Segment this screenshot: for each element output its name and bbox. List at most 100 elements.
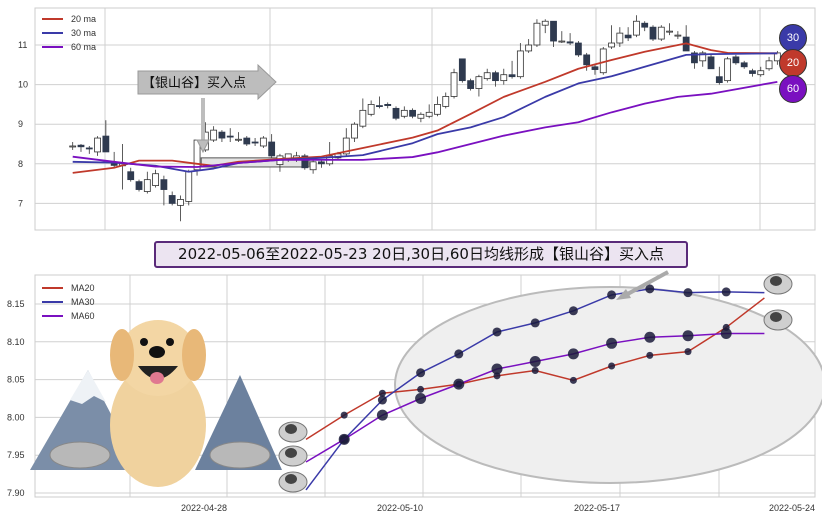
candle <box>351 123 358 139</box>
y-tick-label: 7 <box>18 198 23 208</box>
candle <box>251 141 259 144</box>
candle <box>483 72 491 80</box>
candle <box>135 181 143 190</box>
candle <box>235 138 242 141</box>
candle <box>110 163 118 166</box>
candle <box>583 54 591 66</box>
candle <box>715 76 723 84</box>
data-point-ma60 <box>491 363 503 375</box>
candle <box>243 137 251 145</box>
x-tick-label: 2022-05-10 <box>377 503 423 513</box>
candle <box>143 179 151 192</box>
candle <box>309 161 317 171</box>
ma-line-30-ma <box>72 52 778 173</box>
candle <box>558 40 566 43</box>
data-point-ma30 <box>568 306 578 316</box>
y-tick-label: 8.05 <box>7 375 25 385</box>
legend-label: MA20 <box>71 283 95 293</box>
data-point-ma30 <box>721 287 731 297</box>
candle <box>425 111 433 117</box>
candle <box>409 109 416 117</box>
data-point-ma60 <box>453 378 465 390</box>
candle <box>641 22 649 28</box>
candle <box>168 195 176 204</box>
candle <box>500 74 508 82</box>
callout-text: 【银山谷】买入点 <box>142 76 246 91</box>
data-point-ma60 <box>644 331 656 343</box>
data-point-ma20 <box>417 385 425 393</box>
data-point-ma20 <box>340 411 348 419</box>
pointer-arrow-shaft <box>623 270 669 298</box>
data-point-ma60 <box>376 409 388 421</box>
candle <box>94 137 101 153</box>
candle <box>102 135 110 153</box>
candle <box>765 60 773 70</box>
y-tick-label: 7.90 <box>7 488 25 498</box>
candle <box>69 145 77 148</box>
candle <box>301 155 309 169</box>
silver-ingot-icon <box>209 441 271 469</box>
data-point-ma30 <box>645 284 655 294</box>
candle <box>508 74 516 78</box>
candle <box>450 72 458 97</box>
mountain-icon <box>30 370 140 470</box>
candle <box>616 32 624 44</box>
candle <box>566 41 574 44</box>
data-point-ma30 <box>416 368 426 378</box>
data-point-ma60 <box>606 337 618 349</box>
x-tick-label: 2022-05-17 <box>574 503 620 513</box>
candle <box>384 104 392 106</box>
candle <box>458 58 466 82</box>
silver-ingot-shine <box>770 312 782 322</box>
data-point-ma30 <box>454 349 464 359</box>
legend-label: 30 ma <box>71 28 96 38</box>
candle <box>633 20 640 36</box>
data-point-ma30 <box>492 327 502 337</box>
candle <box>657 26 665 40</box>
candle <box>85 147 93 150</box>
candle <box>740 62 748 68</box>
dog-eye <box>166 338 174 346</box>
candle <box>367 104 375 115</box>
legend-label: 20 ma <box>71 14 96 24</box>
candle <box>699 52 707 62</box>
callout-arrow <box>137 63 277 101</box>
candle <box>77 144 85 148</box>
candle <box>475 76 483 89</box>
candle <box>226 135 234 138</box>
down-arrow-icon <box>196 139 210 154</box>
pointer-arrow-icon <box>616 289 631 300</box>
highlight-ellipse <box>394 286 822 484</box>
candle <box>574 42 582 56</box>
candle <box>724 58 732 82</box>
dog-ear <box>182 329 206 381</box>
y-tick-label: 7.95 <box>7 450 25 460</box>
dog-eye <box>140 338 148 346</box>
badge-ma30: 30 <box>779 24 807 52</box>
candle <box>732 56 740 64</box>
data-point-ma60 <box>338 433 350 445</box>
candle <box>608 42 615 48</box>
candle <box>177 199 184 206</box>
candle <box>127 171 135 181</box>
candle <box>666 30 673 33</box>
y-tick-label: 8.10 <box>7 337 25 347</box>
candle <box>417 113 425 119</box>
candle <box>392 107 400 119</box>
y-tick-label: 10 <box>18 80 28 90</box>
candle <box>757 70 765 76</box>
data-point-ma60 <box>720 327 732 339</box>
dog-body <box>110 363 206 487</box>
candle <box>268 141 276 157</box>
candle <box>541 20 549 26</box>
y-tick-label: 8 <box>18 159 23 169</box>
candle <box>160 179 168 190</box>
data-point-ma20 <box>569 376 577 384</box>
legend-label: 60 ma <box>71 42 96 52</box>
silver-ingot-shine <box>770 276 782 286</box>
badge-ma60: 60 <box>779 75 807 103</box>
candle <box>525 44 533 52</box>
data-point-ma30 <box>607 290 617 300</box>
data-point-ma20 <box>378 389 386 397</box>
candle <box>649 26 657 40</box>
